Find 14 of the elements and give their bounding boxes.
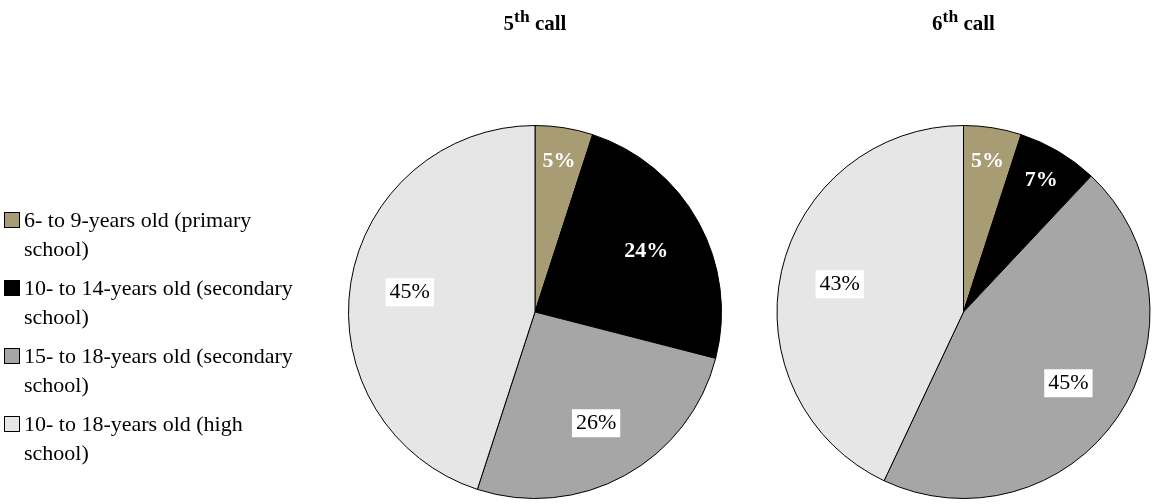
data-label: 26% [575,408,617,434]
data-label: 45% [389,277,430,303]
data-label: 7% [1024,166,1058,192]
data-label: 43% [819,270,860,296]
data-label: 45% [1048,369,1089,395]
data-label: 5% [970,146,1004,172]
legend-label: 6- to 9-years old (primary school) [24,206,253,263]
chart-title: 6$^{th}$ call [931,6,996,36]
chart-title: 5$^{th}$ call [502,6,568,36]
legend-label: 15- to 18-years old (secondary school) [24,342,294,399]
legend-label: 10- to 18-years old (high school) [24,410,244,467]
data-label: 5% [542,146,576,172]
legend-label: 10- to 14-years old (secondary school) [24,274,294,331]
data-label: 24% [624,236,669,262]
